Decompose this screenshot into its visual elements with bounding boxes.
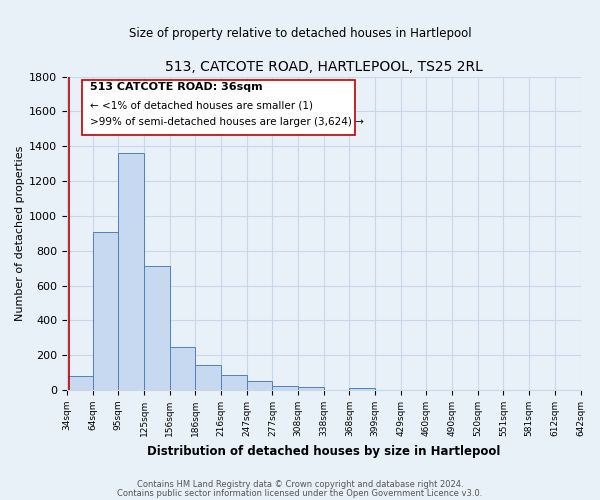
Bar xyxy=(118,153,144,390)
Title: 513, CATCOTE ROAD, HARTLEPOOL, TS25 2RL: 513, CATCOTE ROAD, HARTLEPOOL, TS25 2RL xyxy=(165,60,482,74)
Bar xyxy=(272,386,298,390)
Y-axis label: Number of detached properties: Number of detached properties xyxy=(15,146,25,321)
Bar xyxy=(247,382,272,390)
FancyBboxPatch shape xyxy=(82,80,355,134)
Text: 513 CATCOTE ROAD: 36sqm: 513 CATCOTE ROAD: 36sqm xyxy=(90,82,263,92)
Bar xyxy=(196,365,221,390)
Bar xyxy=(144,266,170,390)
X-axis label: Distribution of detached houses by size in Hartlepool: Distribution of detached houses by size … xyxy=(147,444,500,458)
Bar xyxy=(349,388,375,390)
Bar xyxy=(298,388,324,390)
Bar xyxy=(221,376,247,390)
Text: Contains HM Land Registry data © Crown copyright and database right 2024.: Contains HM Land Registry data © Crown c… xyxy=(137,480,463,489)
Bar xyxy=(67,376,92,390)
Text: ← <1% of detached houses are smaller (1): ← <1% of detached houses are smaller (1) xyxy=(90,100,313,110)
Text: Size of property relative to detached houses in Hartlepool: Size of property relative to detached ho… xyxy=(128,28,472,40)
Bar xyxy=(92,232,118,390)
Text: >99% of semi-detached houses are larger (3,624) →: >99% of semi-detached houses are larger … xyxy=(90,116,364,126)
Bar xyxy=(170,346,196,390)
Text: Contains public sector information licensed under the Open Government Licence v3: Contains public sector information licen… xyxy=(118,488,482,498)
